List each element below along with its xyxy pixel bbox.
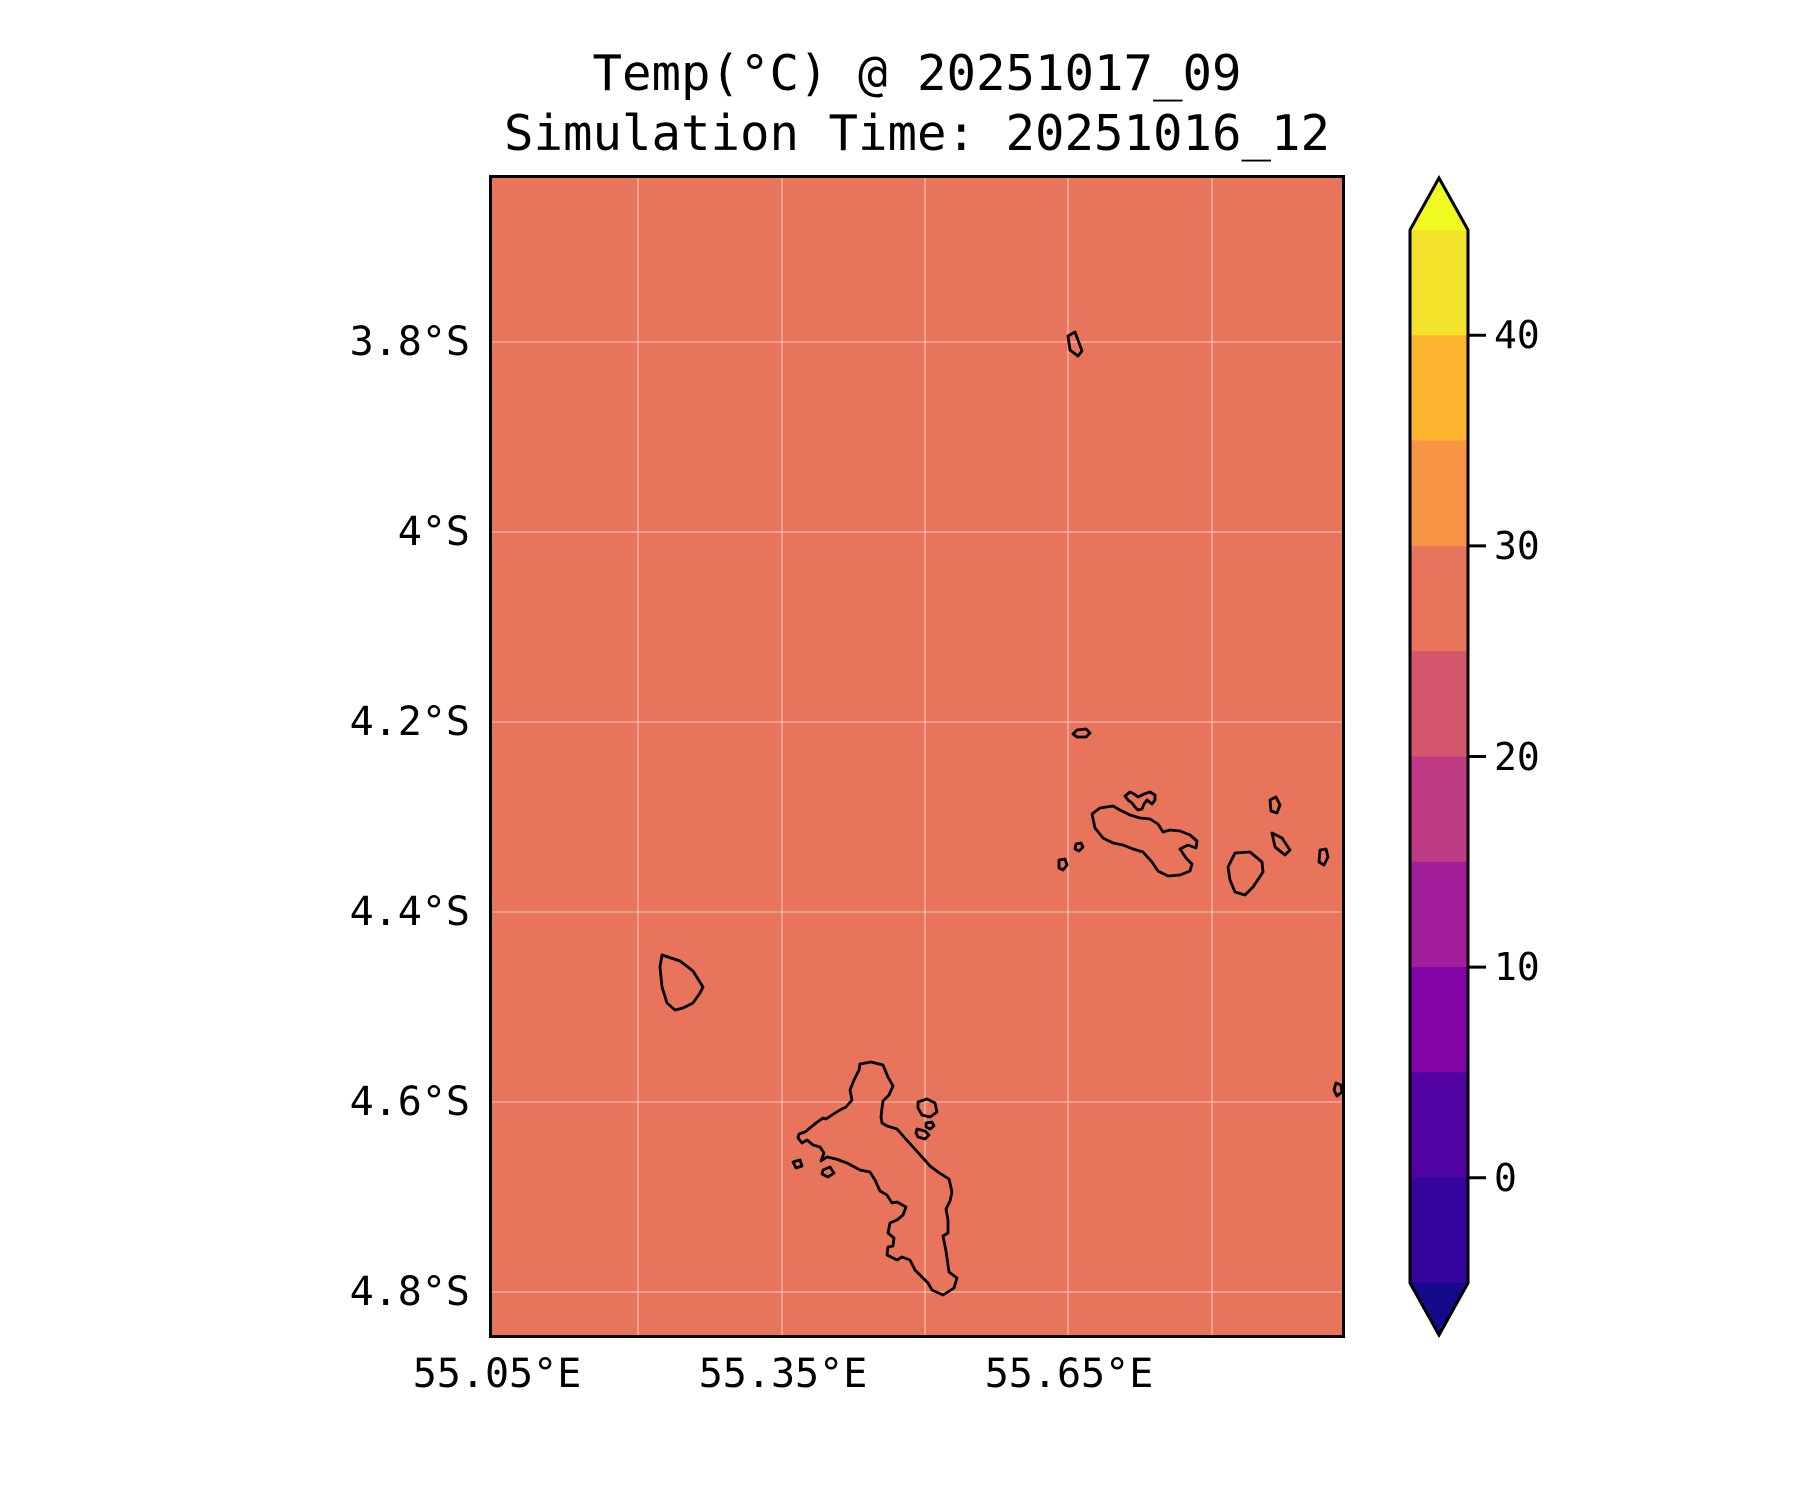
- colorbar-tick-label: 0: [1494, 1155, 1517, 1200]
- colorbar-segment: [1410, 1177, 1468, 1284]
- coastline-island-sliver-mid: [1071, 727, 1092, 739]
- colorbar-segment: [1410, 440, 1468, 547]
- colorbar-over-arrow: [1410, 178, 1468, 230]
- coastline-island-la-digue: [1226, 850, 1265, 897]
- coastline-island-sisters: [1270, 831, 1292, 857]
- x-tick-label: 55.05°E: [412, 1351, 582, 1397]
- coastline-island-mahe: [796, 1060, 959, 1297]
- coastline-islet-ne-b: [924, 1120, 936, 1131]
- coastline-islet-a: [1073, 841, 1085, 853]
- y-tick-label: 4.4°S: [349, 889, 470, 935]
- coastline-islet-west-b: [820, 1165, 836, 1179]
- chart-title: Temp(°C) @ 20251017_09 Simulation Time: …: [492, 44, 1342, 164]
- colorbar-segment: [1410, 545, 1468, 652]
- coastline-island-felicite: [1268, 795, 1282, 815]
- colorbar-segment: [1410, 861, 1468, 968]
- map-panel: [489, 175, 1345, 1338]
- x-tick-label: 55.65°E: [984, 1351, 1154, 1397]
- coastline-islet-ne-c: [914, 1127, 931, 1141]
- coastline-islet-west-a: [791, 1158, 804, 1170]
- coastline-island-hook-north-of-praslin: [1123, 790, 1157, 812]
- coastline-island-silhouette: [658, 953, 705, 1012]
- colorbar-segment: [1410, 967, 1468, 1073]
- colorbar-segment: [1410, 335, 1468, 442]
- colorbar-tick-label: 10: [1494, 945, 1540, 990]
- colorbar-segment: [1410, 230, 1468, 336]
- colorbar-segment: [1410, 1072, 1468, 1179]
- y-tick-label: 4°S: [397, 509, 470, 555]
- map-canvas: [492, 178, 1342, 1335]
- colorbar-segment: [1410, 651, 1468, 758]
- y-tick-label: 3.8°S: [349, 319, 470, 365]
- x-tick-label: 55.35°E: [698, 1351, 868, 1397]
- coastline-island-east-edge: [1332, 1081, 1342, 1098]
- colorbar-tick-label: 20: [1494, 734, 1540, 779]
- coastline-island-north-tiny: [1066, 330, 1084, 358]
- colorbar-tick-label: 30: [1494, 523, 1540, 568]
- colorbar: [1408, 174, 1486, 1339]
- coastline-islet-b: [1057, 857, 1069, 872]
- colorbar-outline: [1408, 174, 1470, 1339]
- coastline-island-praslin: [1090, 804, 1199, 878]
- colorbar-tick-label: 40: [1494, 313, 1540, 358]
- title-line-2: Simulation Time: 20251016_12: [503, 105, 1330, 162]
- y-tick-label: 4.8°S: [349, 1269, 470, 1315]
- coastline-island-marianne: [1317, 847, 1330, 867]
- y-tick-label: 4.6°S: [349, 1079, 470, 1125]
- y-tick-label: 4.2°S: [349, 699, 470, 745]
- colorbar-segment: [1410, 756, 1468, 863]
- colorbar-under-arrow: [1410, 1283, 1468, 1335]
- coastline-islet-ne-a: [916, 1097, 939, 1119]
- title-line-1: Temp(°C) @ 20251017_09: [592, 45, 1242, 102]
